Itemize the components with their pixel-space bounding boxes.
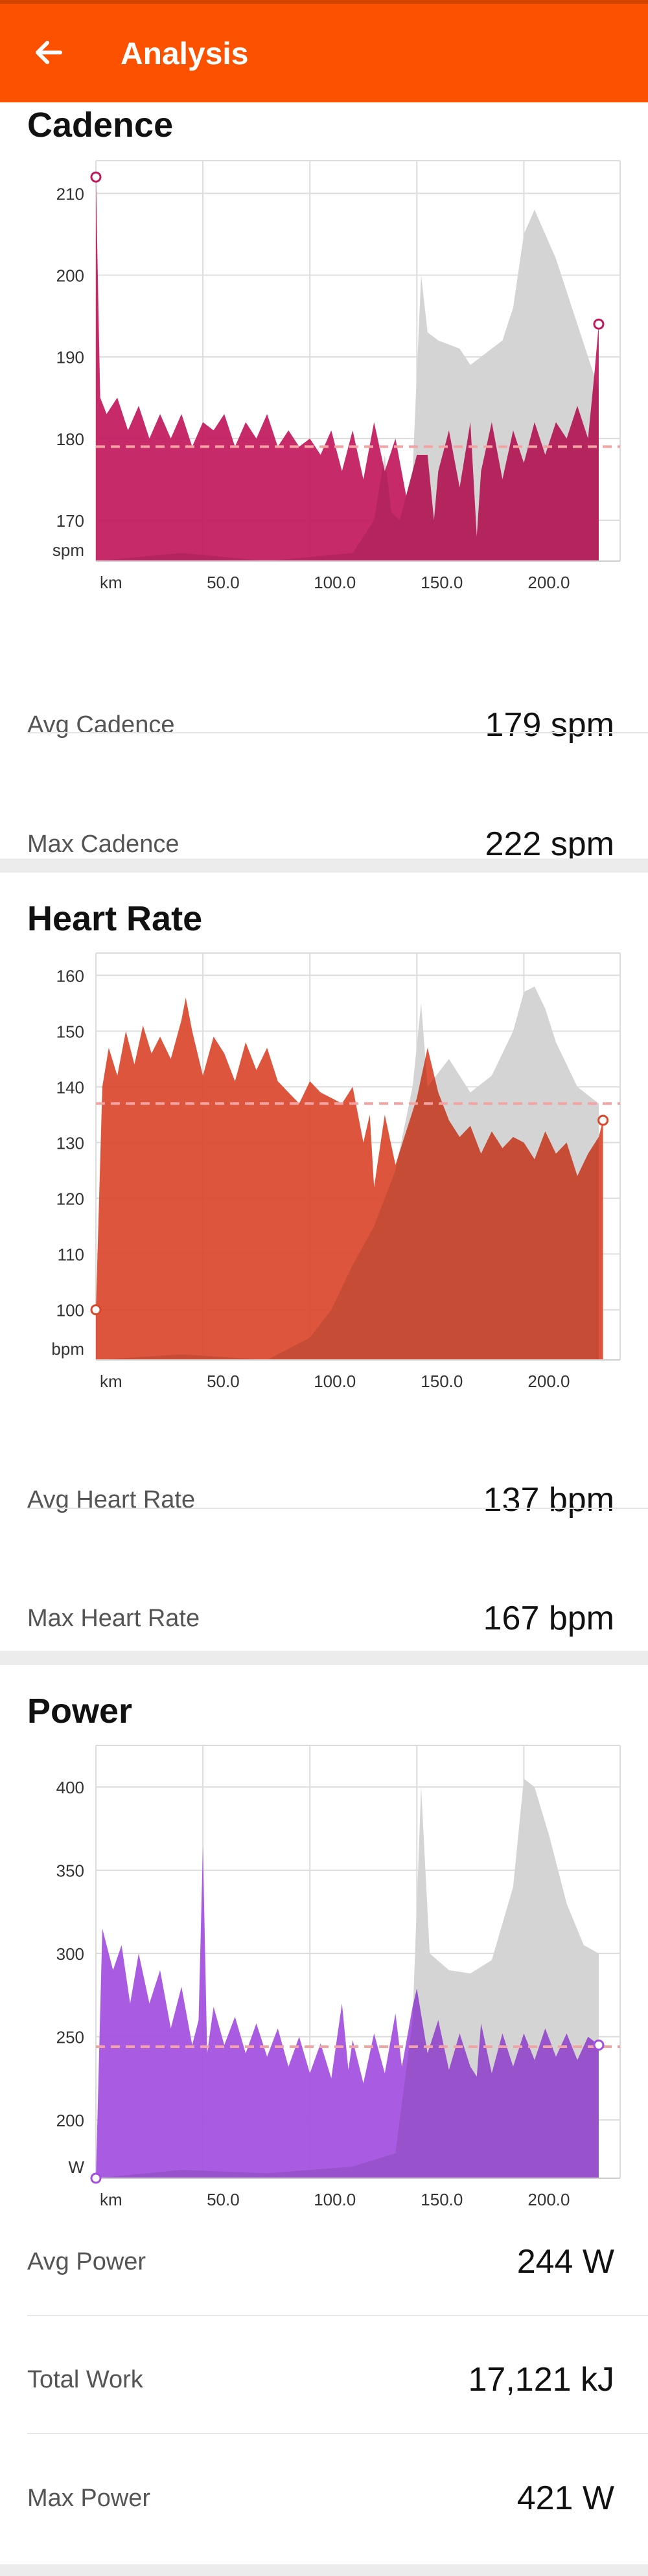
x-tick-label: 200.0 (527, 1372, 570, 1391)
row-divider (27, 2315, 648, 2316)
x-tick-label: 150.0 (421, 573, 463, 592)
x-tick-label: 100.0 (314, 1372, 356, 1391)
stat-label: Avg Power (27, 2203, 146, 2321)
y-tick-label: 400 (56, 1778, 84, 1797)
row-divider (27, 2433, 648, 2434)
stat-value: 137 bpm (483, 1441, 614, 1559)
y-tick-label: 130 (56, 1133, 84, 1153)
stat-value: 17,121 kJ (469, 2321, 615, 2439)
x-tick-label: 150.0 (421, 1372, 463, 1391)
y-unit-label: bpm (51, 1339, 84, 1359)
y-tick-label: 200 (56, 2111, 84, 2130)
stat-row-avg-cadence: Avg Cadence 179 spm (0, 666, 648, 784)
section-divider (0, 858, 648, 873)
section-title: Cadence (27, 105, 173, 145)
stat-value: 244 W (517, 2203, 614, 2321)
y-tick-label: 150 (56, 1022, 84, 1041)
section-divider (0, 1651, 648, 1665)
y-tick-label: 120 (56, 1190, 84, 1209)
y-unit-label: spm (52, 540, 84, 560)
x-tick-label: 50.0 (207, 573, 240, 592)
back-button[interactable] (26, 30, 71, 75)
row-divider (27, 732, 648, 733)
y-tick-label: 180 (56, 430, 84, 449)
app-header: Analysis (0, 0, 648, 102)
stat-label: Avg Heart Rate (27, 1441, 195, 1559)
x-tick-label: 200.0 (527, 573, 570, 592)
page-title: Analysis (121, 36, 248, 72)
row-divider (27, 1508, 648, 1509)
stat-value: 421 W (517, 2439, 614, 2557)
y-tick-label: 350 (56, 1861, 84, 1881)
y-tick-label: 100 (56, 1301, 84, 1320)
stat-row-avg-power: Avg Power 244 W (0, 2203, 648, 2321)
y-tick-label: 110 (58, 1245, 84, 1265)
y-tick-label: 170 (56, 511, 84, 531)
stat-label: Total Work (27, 2321, 143, 2439)
y-tick-label: 140 (56, 1077, 84, 1097)
end-marker (599, 1116, 608, 1125)
stat-label: Max Power (27, 2439, 150, 2557)
x-tick-label: 50.0 (207, 1372, 240, 1391)
y-tick-label: 210 (56, 184, 84, 203)
end-marker (594, 2040, 603, 2049)
y-tick-label: 300 (56, 1944, 84, 1964)
stat-value: 179 spm (485, 666, 614, 784)
arrow-left-icon (32, 36, 65, 69)
x-unit-label: km (100, 1372, 122, 1391)
section-title: Heart Rate (27, 899, 202, 939)
start-marker (91, 2174, 100, 2183)
x-tick-label: 100.0 (314, 573, 356, 592)
y-tick-label: 250 (56, 2028, 84, 2047)
y-tick-label: 190 (56, 348, 84, 367)
section-title: Power (27, 1691, 132, 1731)
x-unit-label: km (100, 573, 122, 592)
start-marker (91, 1305, 100, 1315)
y-unit-label: W (68, 2157, 84, 2177)
y-tick-label: 160 (56, 966, 84, 985)
heart-rate-section: Heart Rate 100 110 120 130 140 150 160 bpm km 50.… (0, 873, 648, 1646)
y-tick-label: 200 (56, 266, 84, 286)
end-marker (594, 319, 603, 328)
section-divider (0, 2564, 648, 2576)
stat-label: Avg Cadence (27, 666, 174, 784)
start-marker (91, 172, 100, 181)
stat-row-total-work: Total Work 17,121 kJ (0, 2321, 648, 2439)
stat-row-max-power: Max Power 421 W (0, 2439, 648, 2557)
cadence-section: Cadence 170 180 190 200 210 spm km 50.0 100.0 150… (0, 102, 648, 854)
stat-row-avg-heart-rate: Avg Heart Rate 137 bpm (0, 1441, 648, 1559)
